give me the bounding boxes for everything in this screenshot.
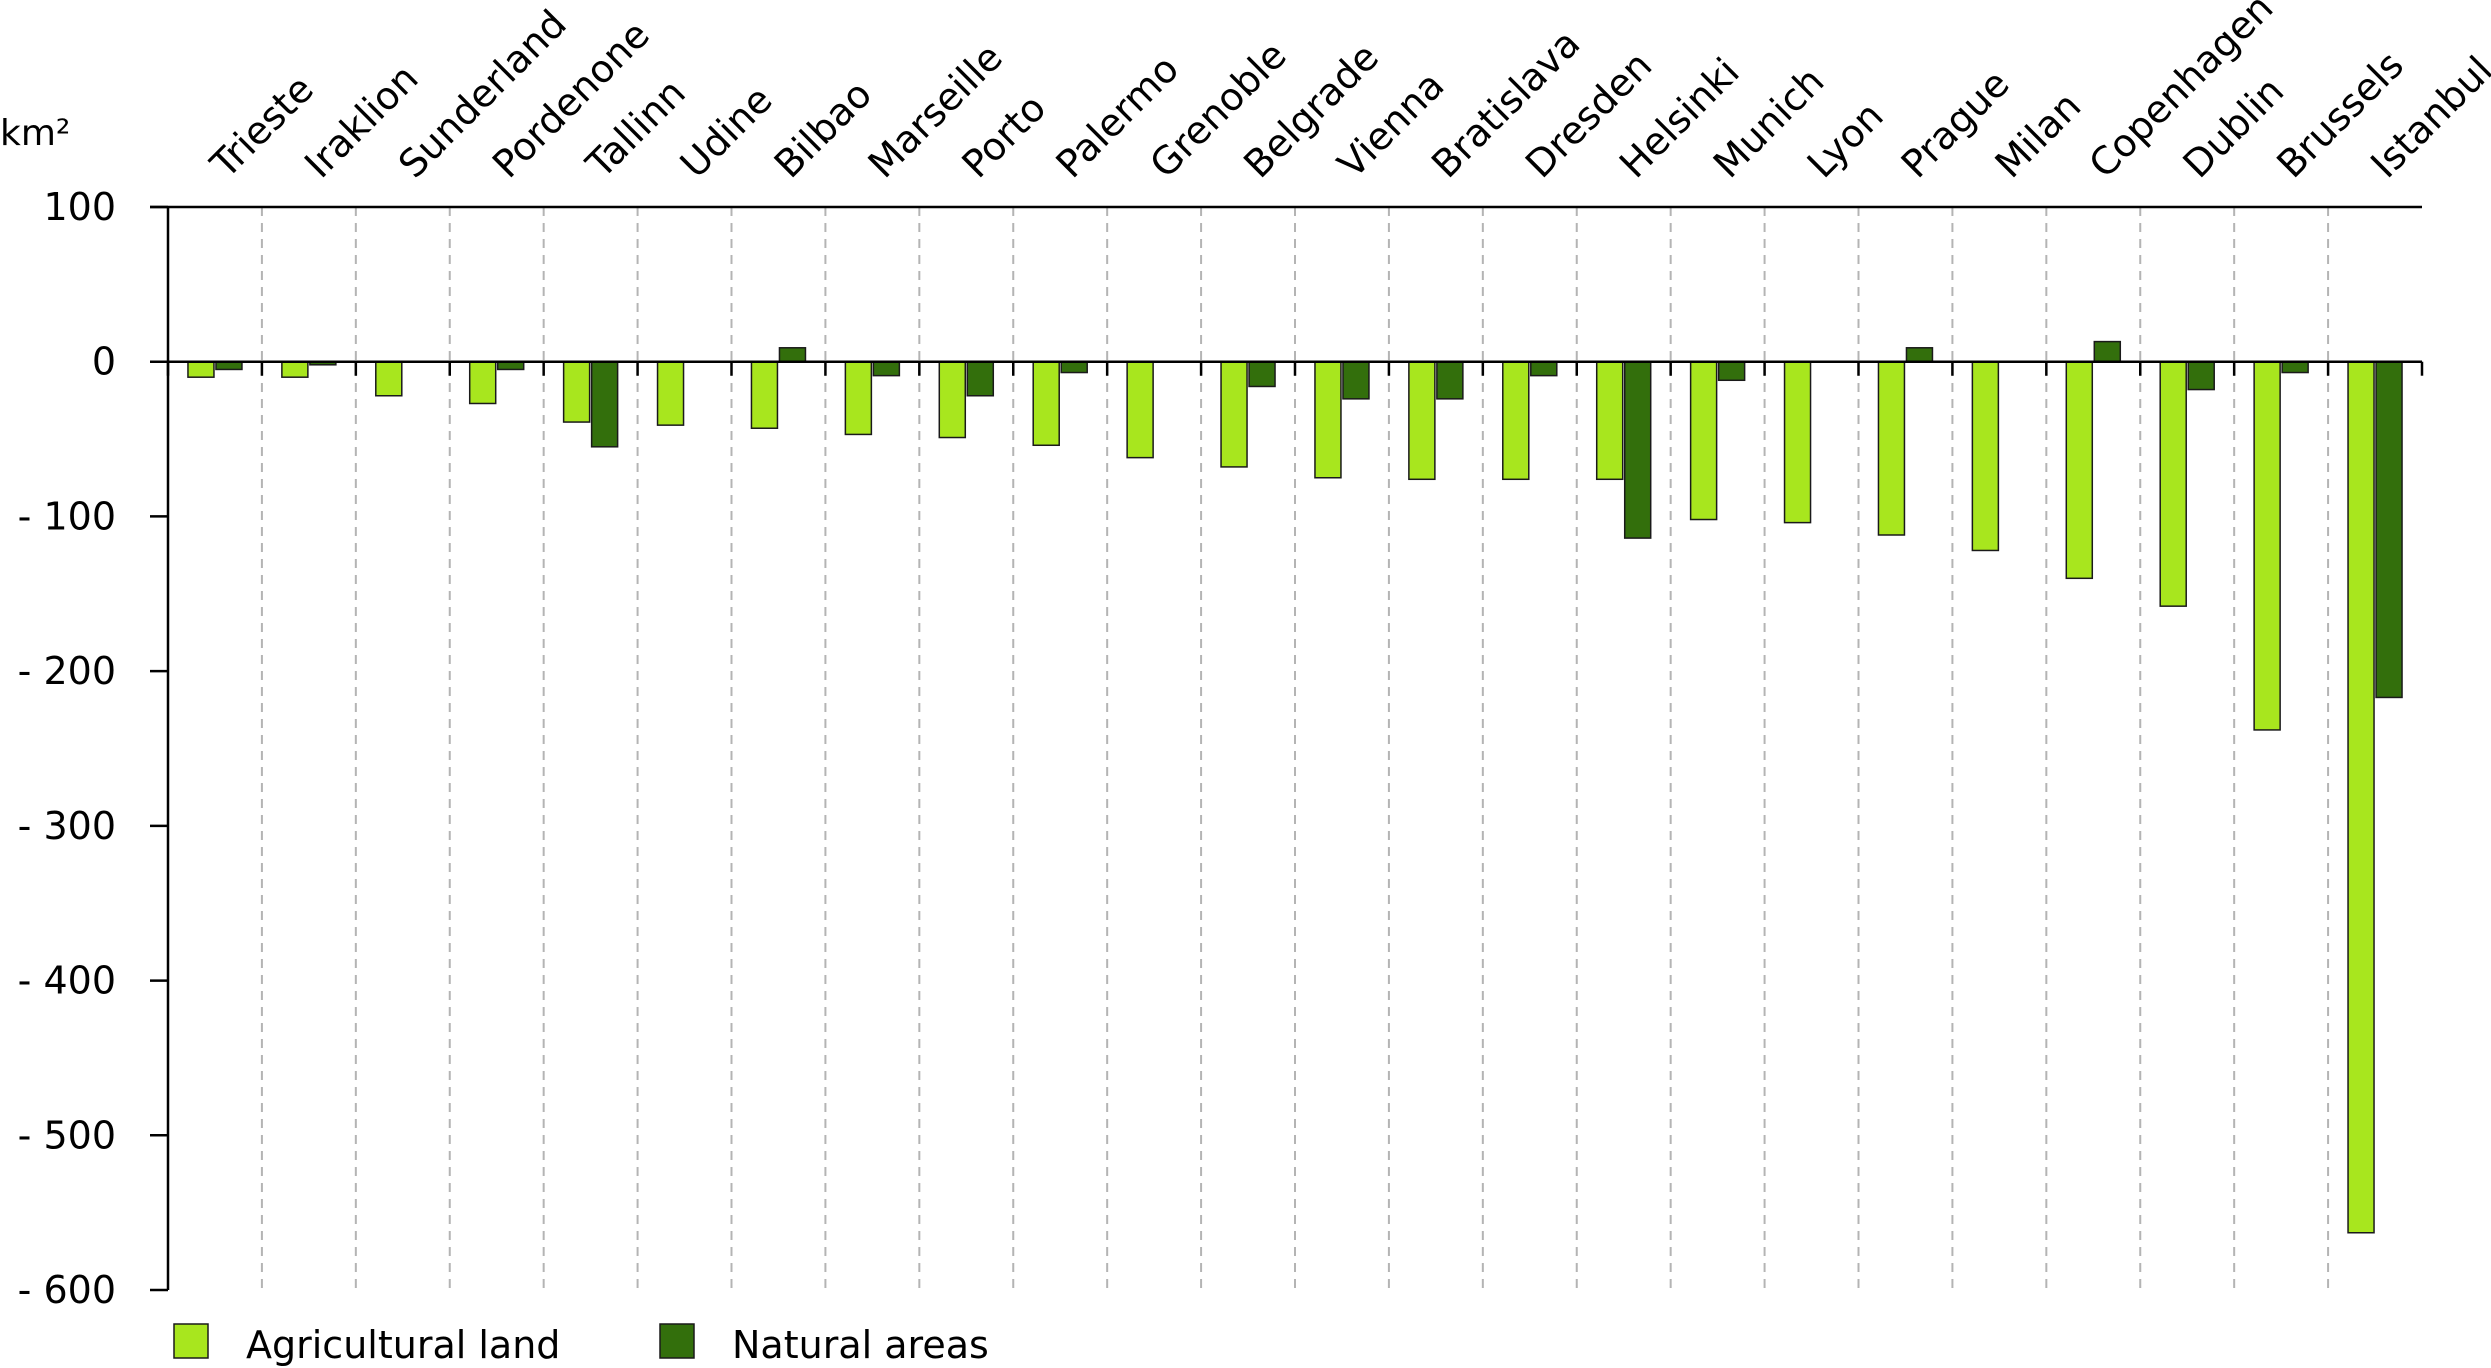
bar-agricultural-land (1408, 360, 1436, 481)
bar-agricultural-land (2159, 360, 2187, 607)
bar-agricultural-land (1689, 360, 1718, 521)
legend-swatch (173, 1323, 209, 1359)
bar-natural-areas (2375, 360, 2403, 699)
category-label: Bilbao (766, 72, 880, 186)
bar-natural-areas (590, 360, 619, 448)
y-tick-label: - 200 (18, 649, 116, 693)
bar-natural-areas (1530, 360, 1558, 377)
y-tick-label: - 400 (18, 959, 116, 1003)
y-tick-label: 100 (43, 185, 116, 229)
y-tick-label: - 500 (18, 1113, 116, 1157)
bar-agricultural-land (468, 360, 497, 405)
bar-natural-areas (778, 347, 807, 363)
legend: Agricultural land Natural areas (173, 1323, 989, 1367)
bar-natural-areas (2187, 360, 2215, 391)
bar-agricultural-land (2347, 360, 2375, 1234)
axes (150, 205, 2424, 1290)
bar-agricultural-land (656, 360, 685, 426)
bar-agricultural-land (1783, 360, 1812, 524)
legend-swatch (659, 1323, 695, 1359)
y-axis-ticks: 100 0 - 100 - 200 - 300 - 400 - 500 - 600 (18, 185, 168, 1312)
bar-agricultural-land (2253, 360, 2281, 731)
bar-agricultural-land (1595, 360, 1624, 481)
bar-natural-areas (872, 360, 901, 377)
gridlines (260, 207, 2330, 1290)
bar-agricultural-land (281, 360, 309, 378)
bar-agricultural-land (1877, 360, 1906, 536)
legend-label: Agricultural land (246, 1323, 560, 1367)
bar-agricultural-land (375, 360, 403, 397)
category-labels: TriesteIraklionSunderlandPordenoneTallin… (202, 0, 2491, 187)
bar-natural-areas (1248, 360, 1276, 388)
legend-label: Natural areas (732, 1323, 989, 1367)
unit-label: km² (0, 113, 70, 154)
bar-natural-areas (966, 360, 995, 397)
category-label: Udine (672, 77, 781, 186)
bar-agricultural-land (187, 360, 215, 378)
y-tick-label: - 300 (18, 804, 116, 848)
y-tick-label: 0 (92, 340, 116, 384)
bar-agricultural-land (1502, 360, 1530, 481)
bar-natural-areas (2093, 340, 2122, 363)
bar-agricultural-land (1126, 360, 1154, 459)
bar-natural-areas (1905, 347, 1934, 363)
bar-agricultural-land (1314, 360, 1342, 479)
bar-agricultural-land (938, 360, 967, 439)
bar-agricultural-land (1032, 360, 1060, 447)
category-label: Trieste (202, 67, 322, 187)
bar-agricultural-land (750, 360, 779, 429)
bar-agricultural-land (844, 360, 873, 436)
bar-natural-areas (1436, 360, 1464, 400)
bar-natural-areas (2281, 360, 2309, 374)
bar-natural-areas (1060, 360, 1088, 374)
y-tick-label: - 100 (18, 494, 116, 538)
bar-agricultural-land (1220, 360, 1248, 468)
bar-agricultural-land (2065, 360, 2094, 580)
bar-natural-areas (1717, 360, 1746, 382)
bar-agricultural-land (1971, 360, 2000, 552)
bar-agricultural-land (562, 360, 591, 423)
y-tick-label: - 600 (18, 1268, 116, 1312)
bar-natural-areas (1342, 360, 1370, 400)
bar-natural-areas (1623, 360, 1652, 539)
